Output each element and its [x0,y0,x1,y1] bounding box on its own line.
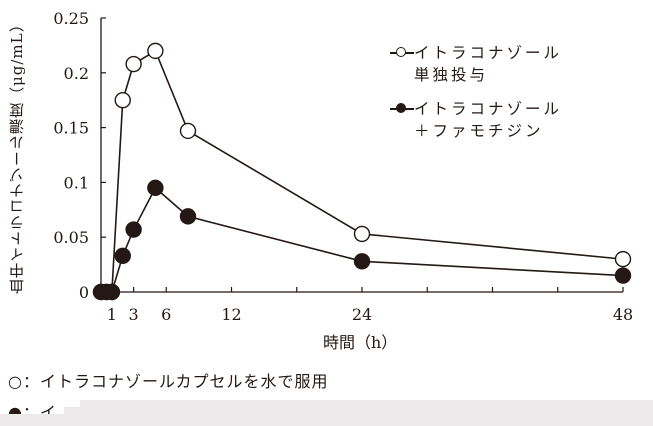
y-axis-label: 血中イトラコナゾール濃度（μg/mL） [8,16,26,294]
legend-label: イトラコナゾール [414,100,563,118]
y-tick-label: 0 [79,283,89,302]
x-tick-label: 3 [129,305,139,324]
open-circle-data-point [114,91,131,109]
x-tick-label: 24 [352,305,372,324]
filled-circle-data-point [125,221,142,238]
open-circle-data-point [614,250,632,268]
y-tick-label: 0.1 [64,173,89,192]
y-tick-label: 0.05 [53,228,89,247]
filled-circle-data-point [353,253,371,270]
open-circle-data-point [147,42,164,60]
open-circle-data-point [179,122,197,140]
y-tick-label: 0.15 [53,119,89,138]
x-axis-label: 時間（h） [323,333,398,352]
filled-circle-data-point [114,247,131,265]
legend-item-famotidine: イトラコナゾール ＋ファモチジン [388,98,562,142]
filled-circle-data-point [147,179,164,197]
open-circle-data-point [353,225,371,243]
filled-circle-data-point [614,267,632,284]
open-circle-data-point [125,55,142,73]
filled-circle-marker-icon [388,98,414,120]
legend-label: イトラコナゾール [414,44,563,62]
x-tick-label: 12 [221,305,241,324]
filled-circle-data-point [103,283,121,301]
gray-overlay-bottom [0,414,653,426]
y-tick-label: 0.25 [53,9,89,28]
open-circle-marker-icon [388,42,414,64]
legend-label-sub: 単独投与 [414,66,489,84]
x-tick-label: 1 [107,305,117,324]
legend: イトラコナゾール 単独投与 イトラコナゾール ＋ファモチジン [388,42,562,154]
legend-label-sub: ＋ファモチジン [414,122,544,140]
x-tick-label: 6 [161,305,171,324]
y-tick-label: 0.2 [64,64,89,83]
note-open-circle: ○：イトラコナゾールカプセルを水で服用 [8,372,329,391]
legend-item-monotherapy: イトラコナゾール 単独投与 [388,42,562,86]
x-tick-label: 48 [613,305,633,324]
filled-circle-data-point [179,208,197,225]
